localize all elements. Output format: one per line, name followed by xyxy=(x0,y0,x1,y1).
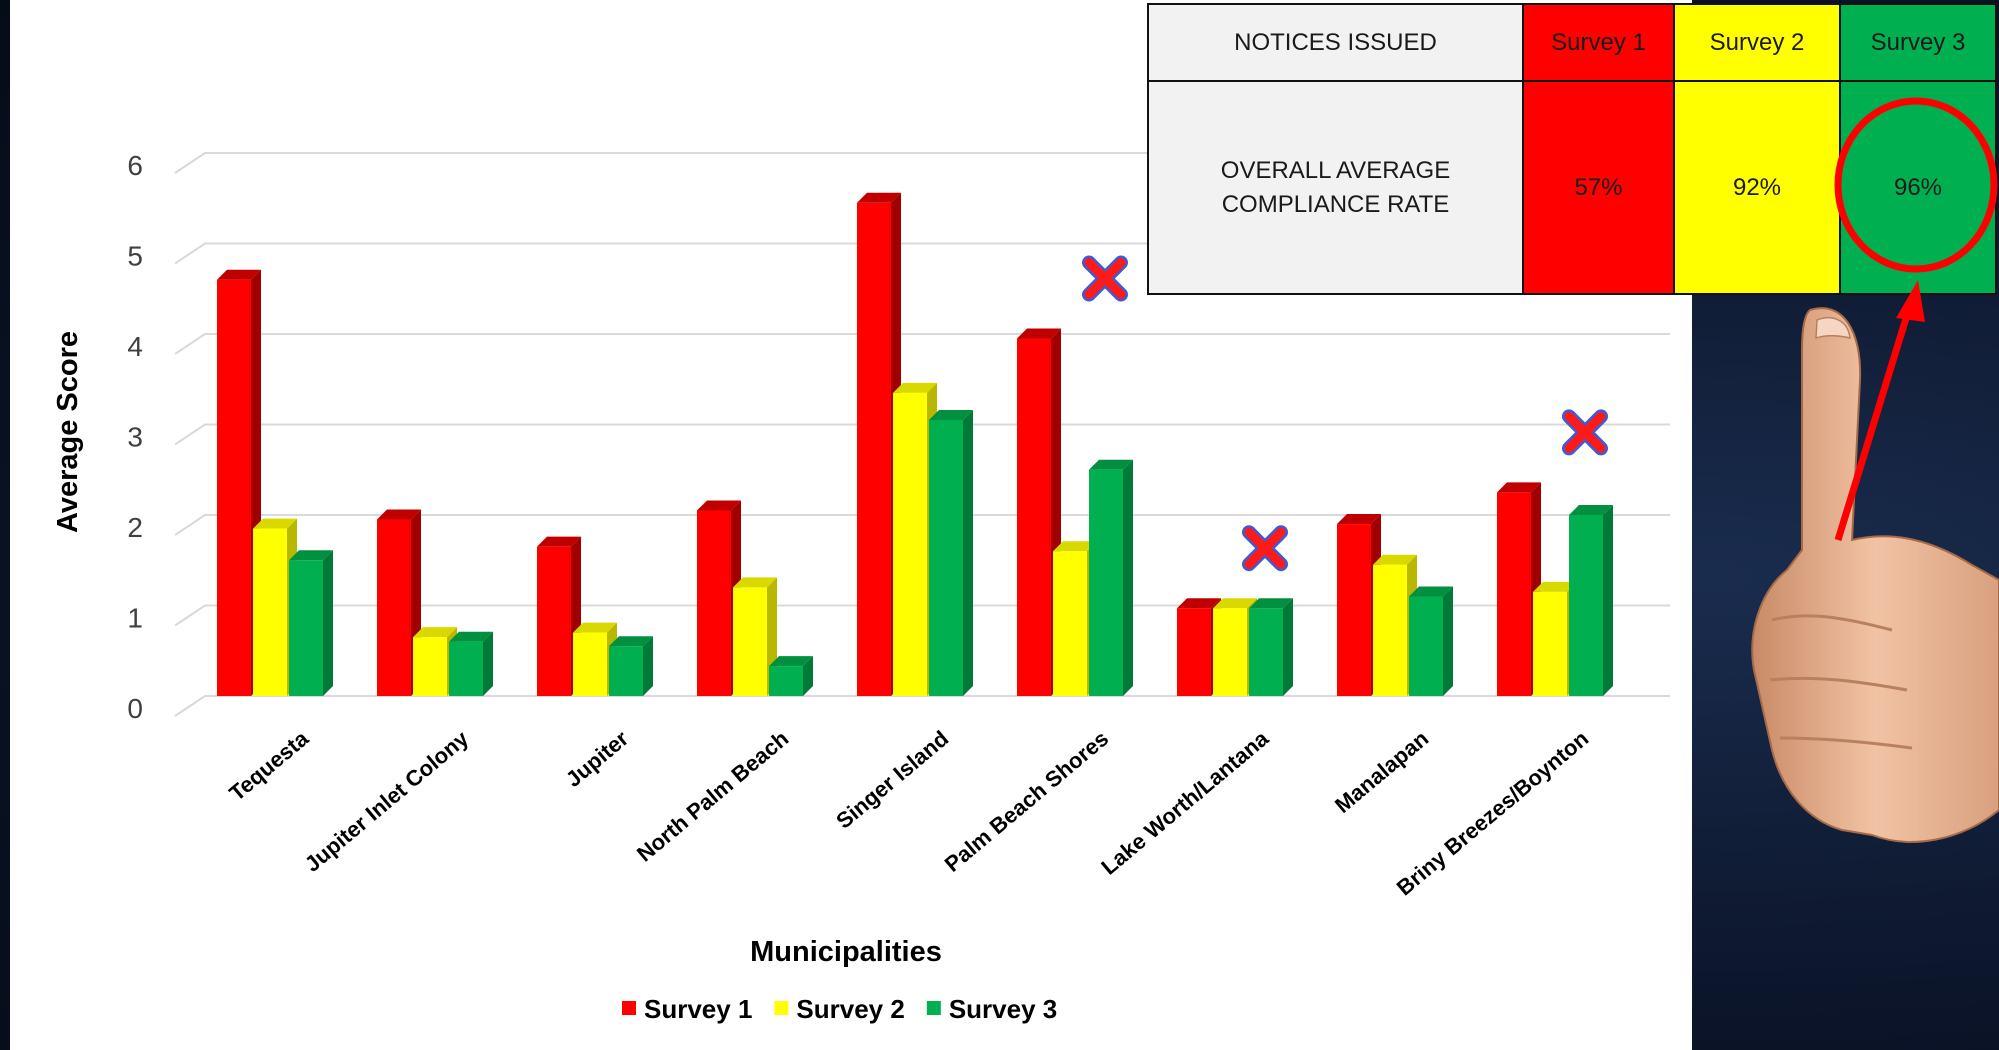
survey-3-header: Survey 3 xyxy=(1839,3,1997,82)
x-axis-title: Municipalities xyxy=(750,936,942,968)
legend: Survey 1 Survey 2 Survey 3 xyxy=(622,994,1057,1024)
x-category-label: Jupiter Inlet Colony xyxy=(300,725,474,877)
x-category-label: Manalapan xyxy=(1330,726,1433,818)
y-tick-label: 0 xyxy=(127,693,143,724)
y-tick-label: 5 xyxy=(127,241,143,272)
thumbs-up-icon xyxy=(1751,307,1999,843)
svg-text:Survey 3: Survey 3 xyxy=(949,994,1057,1024)
x-category-label: Singer Island xyxy=(831,726,953,834)
y-axis-title: Average Score xyxy=(52,331,84,533)
y-tick-label: 3 xyxy=(127,422,143,453)
legend-item: Survey 1 xyxy=(622,994,752,1024)
red-x-icon xyxy=(1082,255,1128,302)
x-category-label: Lake Worth/Lantana xyxy=(1096,725,1273,880)
bar xyxy=(1089,459,1133,696)
bar xyxy=(609,636,653,696)
y-tick-label: 4 xyxy=(127,331,143,362)
bar xyxy=(449,631,493,696)
bar xyxy=(1409,586,1453,696)
gridline xyxy=(174,695,1670,717)
x-markers xyxy=(1082,255,1608,572)
red-x-icon xyxy=(1562,409,1608,456)
x-category-label: Palm Beach Shores xyxy=(940,726,1113,877)
bar xyxy=(1569,505,1613,696)
bar xyxy=(929,409,973,696)
svg-text:Survey 1: Survey 1 xyxy=(644,994,752,1024)
x-category-label: Jupiter xyxy=(561,725,634,792)
survey-1-header: Survey 1 xyxy=(1522,3,1675,82)
bar xyxy=(1249,598,1293,696)
gridline xyxy=(174,423,1670,446)
bar xyxy=(1017,328,1061,696)
legend-item: Survey 2 xyxy=(774,994,905,1024)
svg-text:Survey 2: Survey 2 xyxy=(796,994,904,1024)
compliance-table: NOTICES ISSUED Survey 1 Survey 2 Survey … xyxy=(1147,3,1997,295)
bar xyxy=(697,500,741,696)
survey-3-rate: 96% xyxy=(1839,80,1997,295)
bar xyxy=(769,656,813,696)
bars xyxy=(217,192,1613,696)
y-tick-label: 2 xyxy=(127,512,143,543)
legend-item: Survey 3 xyxy=(926,994,1057,1024)
gridline xyxy=(174,514,1670,536)
x-category-label: Tequesta xyxy=(224,725,313,806)
survey-2-rate: 92% xyxy=(1673,80,1841,295)
y-tick-label: 6 xyxy=(127,150,143,181)
y-tick-label: 1 xyxy=(127,603,143,634)
compliance-rate-label: OVERALL AVERAGE COMPLIANCE RATE xyxy=(1147,80,1524,295)
survey-2-header: Survey 2 xyxy=(1673,3,1841,82)
notices-issued-label: NOTICES ISSUED xyxy=(1147,3,1524,82)
red-x-icon xyxy=(1242,525,1288,572)
table-header-row: NOTICES ISSUED Survey 1 Survey 2 Survey … xyxy=(1147,3,1997,82)
gridline xyxy=(174,333,1670,355)
survey-1-rate: 57% xyxy=(1522,80,1675,295)
x-category-label: North Palm Beach xyxy=(632,726,793,867)
table-rate-row: OVERALL AVERAGE COMPLIANCE RATE 57% 92% … xyxy=(1147,80,1997,295)
y-axis-ticks: 0 1 2 3 4 5 6 xyxy=(127,150,143,724)
bar xyxy=(377,509,421,696)
bar xyxy=(289,550,333,696)
